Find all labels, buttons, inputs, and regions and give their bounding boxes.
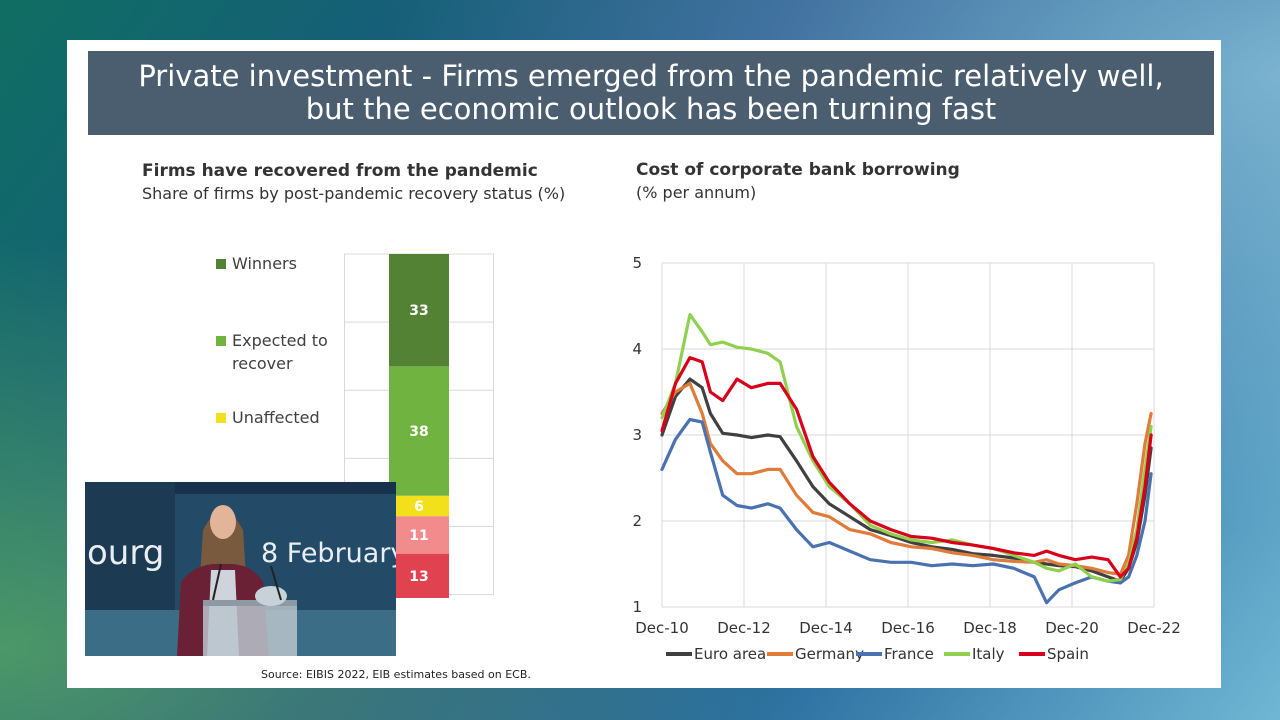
series-line-france bbox=[660, 417, 1153, 605]
bar-segment bbox=[389, 495, 449, 517]
source-note: Source: EIBIS 2022, EIB estimates based … bbox=[261, 668, 531, 681]
x-tick-label: Dec-18 bbox=[963, 619, 1017, 637]
legend-series-label: France bbox=[884, 645, 934, 663]
x-tick-label: Dec-20 bbox=[1045, 619, 1099, 637]
y-tick-label: 4 bbox=[632, 340, 642, 358]
lectern-lamp bbox=[255, 586, 287, 606]
bar-segment-label: 38 bbox=[409, 424, 428, 440]
bar-segment bbox=[389, 516, 449, 554]
slide-title: Private investment - Firms emerged from … bbox=[88, 51, 1214, 135]
series-line-spain bbox=[660, 355, 1153, 579]
bar-segment-label: 13 bbox=[409, 569, 428, 585]
series-line-euro-area bbox=[660, 377, 1153, 583]
x-tick-label: Dec-14 bbox=[799, 619, 853, 637]
speaker-face bbox=[210, 505, 236, 539]
y-tick-label: 5 bbox=[632, 254, 642, 272]
bar-segment bbox=[389, 553, 449, 598]
stacked-bar-chart: 33 38 6 11 13 bbox=[344, 253, 494, 598]
bar-segment bbox=[389, 366, 449, 496]
x-tick-label: Dec-12 bbox=[717, 619, 771, 637]
left-chart-subtitle: Share of firms by post-pandemic recovery… bbox=[142, 184, 566, 203]
legend-series-label: Euro area bbox=[694, 645, 766, 663]
right-chart-subtitle: (% per annum) bbox=[636, 183, 757, 202]
bar-segment bbox=[389, 254, 449, 367]
series-line-germany bbox=[660, 381, 1153, 576]
right-chart-title: Cost of corporate bank borrowing bbox=[636, 160, 960, 180]
x-tick-label: Dec-16 bbox=[881, 619, 935, 637]
bar-segment-label: 6 bbox=[414, 499, 424, 515]
legend-swatch-winners bbox=[216, 259, 226, 269]
x-tick-label: Dec-10 bbox=[635, 619, 689, 637]
bar-segment-label: 11 bbox=[409, 528, 428, 544]
left-chart-title: Firms have recovered from the pandemic bbox=[142, 161, 538, 181]
lectern bbox=[203, 600, 297, 656]
x-tick-label: Dec-22 bbox=[1127, 619, 1181, 637]
slide-title-line-2: but the economic outlook has been turnin… bbox=[305, 92, 997, 126]
backdrop-text-right: 8 February bbox=[261, 538, 396, 569]
legend-series-label: Spain bbox=[1047, 645, 1089, 663]
slide-title-line-1: Private investment - Firms emerged from … bbox=[138, 59, 1164, 93]
lectern-top bbox=[203, 600, 297, 606]
legend-label-unaffected: Unaffected bbox=[232, 408, 320, 427]
microphone-right bbox=[270, 565, 282, 601]
legend-label-winners: Winners bbox=[232, 254, 297, 273]
y-tick-label: 2 bbox=[632, 512, 642, 530]
speaker-video-image: ourg 8 February bbox=[85, 482, 396, 656]
legend-swatch-unaffected bbox=[216, 413, 226, 423]
legend-swatch-expected bbox=[216, 336, 226, 346]
y-tick-label: 3 bbox=[632, 426, 642, 444]
microphone-left bbox=[212, 563, 222, 601]
line-chart: 1 2 3 4 5 Dec-10 Dec-12 Dec-14 Dec-16 Dec-18 Dec-2… bbox=[632, 254, 1181, 663]
legend-series-label: Germany bbox=[795, 645, 864, 663]
legend-label-expected: Expected to recover bbox=[232, 331, 328, 373]
speaker-video-inset[interactable]: ourg 8 February bbox=[85, 482, 396, 656]
legend-series-label: Italy bbox=[972, 645, 1005, 663]
bar-segment-label: 33 bbox=[409, 303, 428, 319]
backdrop-text-left: ourg bbox=[87, 533, 164, 573]
series-line-italy bbox=[660, 312, 1153, 583]
y-tick-label: 1 bbox=[632, 598, 642, 616]
